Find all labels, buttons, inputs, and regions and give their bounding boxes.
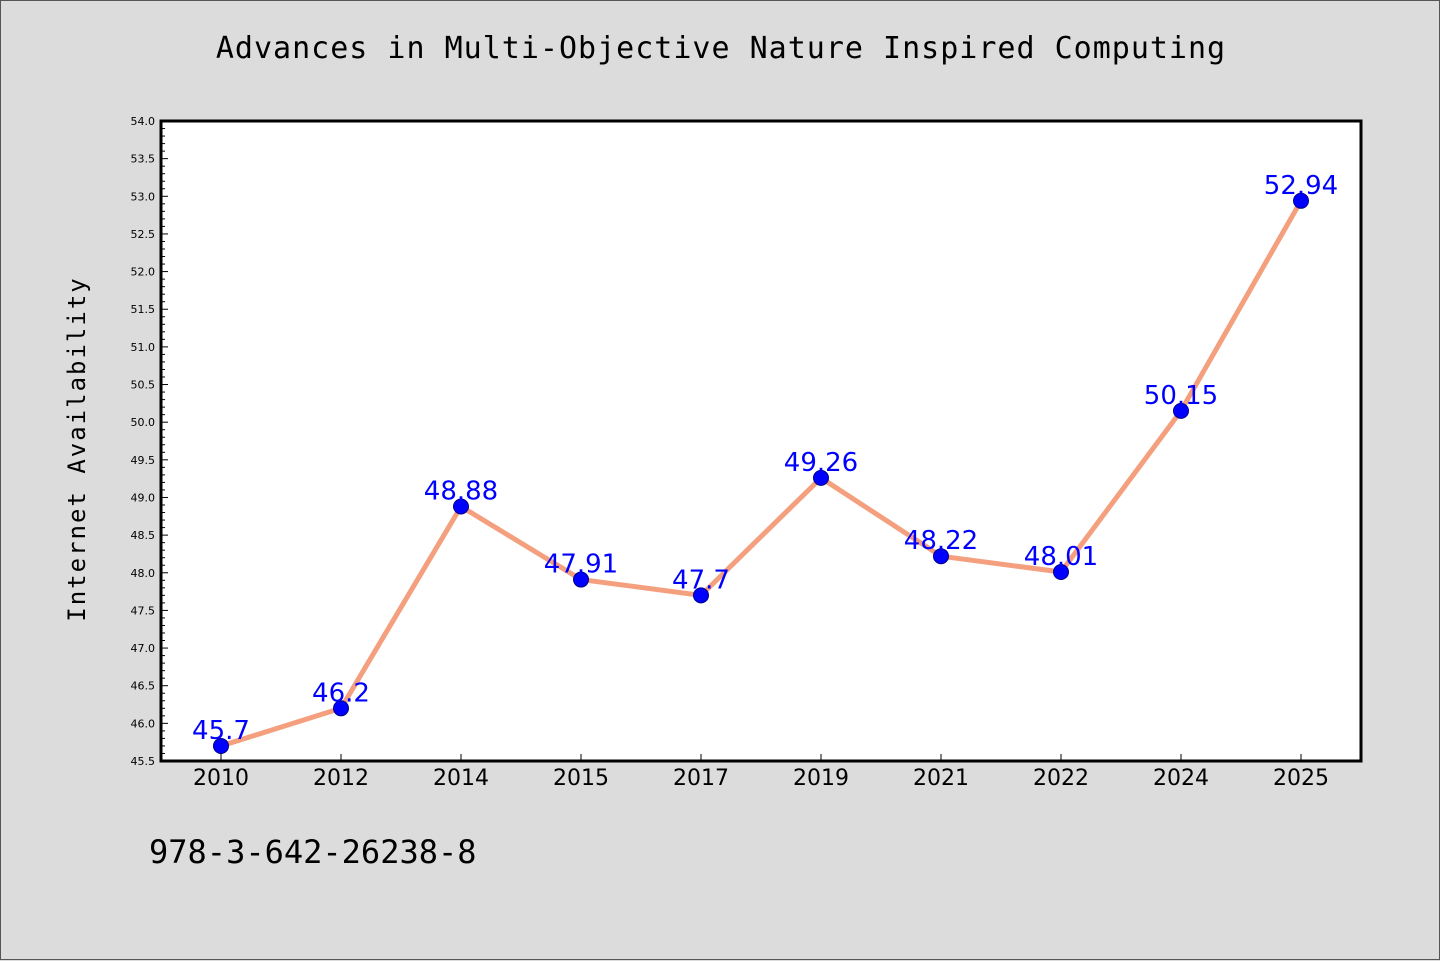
y-tick-label: 53.0 xyxy=(131,190,156,203)
x-tick-label: 2025 xyxy=(1273,766,1329,791)
data-label: 47.7 xyxy=(672,565,730,595)
data-point xyxy=(1293,192,1309,209)
data-label: 48.22 xyxy=(904,526,978,556)
y-tick-label: 48.0 xyxy=(131,567,156,580)
data-label: 49.26 xyxy=(784,448,858,478)
x-tick-label: 2017 xyxy=(673,766,729,791)
data-label: 48.88 xyxy=(424,477,498,507)
x-tick-label: 2024 xyxy=(1153,766,1209,791)
y-tick-label: 52.5 xyxy=(131,228,156,241)
x-tick-label: 2010 xyxy=(193,766,249,791)
plot-frame xyxy=(159,119,1363,763)
y-tick-label: 48.5 xyxy=(131,529,156,542)
data-point xyxy=(693,587,709,604)
isbn-label: 978-3-642-26238-8 xyxy=(149,833,477,871)
data-label: 50.15 xyxy=(1144,381,1218,411)
x-tick-label: 2019 xyxy=(793,766,849,791)
plot-background xyxy=(161,121,1361,761)
data-point xyxy=(1173,402,1189,419)
data-point xyxy=(333,700,349,717)
y-tick-label: 46.5 xyxy=(131,680,156,693)
data-point xyxy=(1053,564,1069,581)
data-label: 48.01 xyxy=(1024,542,1098,572)
x-tick-label: 2022 xyxy=(1033,766,1089,791)
x-tick-label: 2012 xyxy=(313,766,369,791)
y-tick-label: 50.0 xyxy=(131,416,156,429)
y-tick-label: 52.0 xyxy=(131,266,156,279)
data-point xyxy=(453,498,469,515)
y-tick-label: 51.0 xyxy=(131,341,156,354)
data-label: 46.2 xyxy=(312,678,370,708)
data-label: 45.7 xyxy=(192,716,250,746)
data-point xyxy=(213,737,229,754)
y-tick-label: 53.5 xyxy=(131,153,156,166)
x-tick-label: 2014 xyxy=(433,766,489,791)
data-point xyxy=(573,571,589,588)
y-tick-label: 49.5 xyxy=(131,454,156,467)
y-tick-label: 50.5 xyxy=(131,379,156,392)
y-tick-label: 46.0 xyxy=(131,717,156,730)
y-tick-label: 47.0 xyxy=(131,642,156,655)
data-point xyxy=(933,548,949,565)
y-tick-label: 49.0 xyxy=(131,491,156,504)
series-line xyxy=(218,198,1304,749)
x-tick-label: 2015 xyxy=(553,766,609,791)
y-tick-label: 54.0 xyxy=(131,115,156,128)
y-tick-label: 51.5 xyxy=(131,303,156,316)
y-tick-label: 45.5 xyxy=(131,755,156,768)
data-point xyxy=(813,469,829,486)
x-tick-label: 2021 xyxy=(913,766,969,791)
data-label: 52.94 xyxy=(1264,171,1338,201)
data-label: 47.91 xyxy=(544,550,618,580)
y-tick-label: 47.5 xyxy=(131,604,156,617)
chart-title: Advances in Multi-Objective Nature Inspi… xyxy=(215,31,1227,66)
